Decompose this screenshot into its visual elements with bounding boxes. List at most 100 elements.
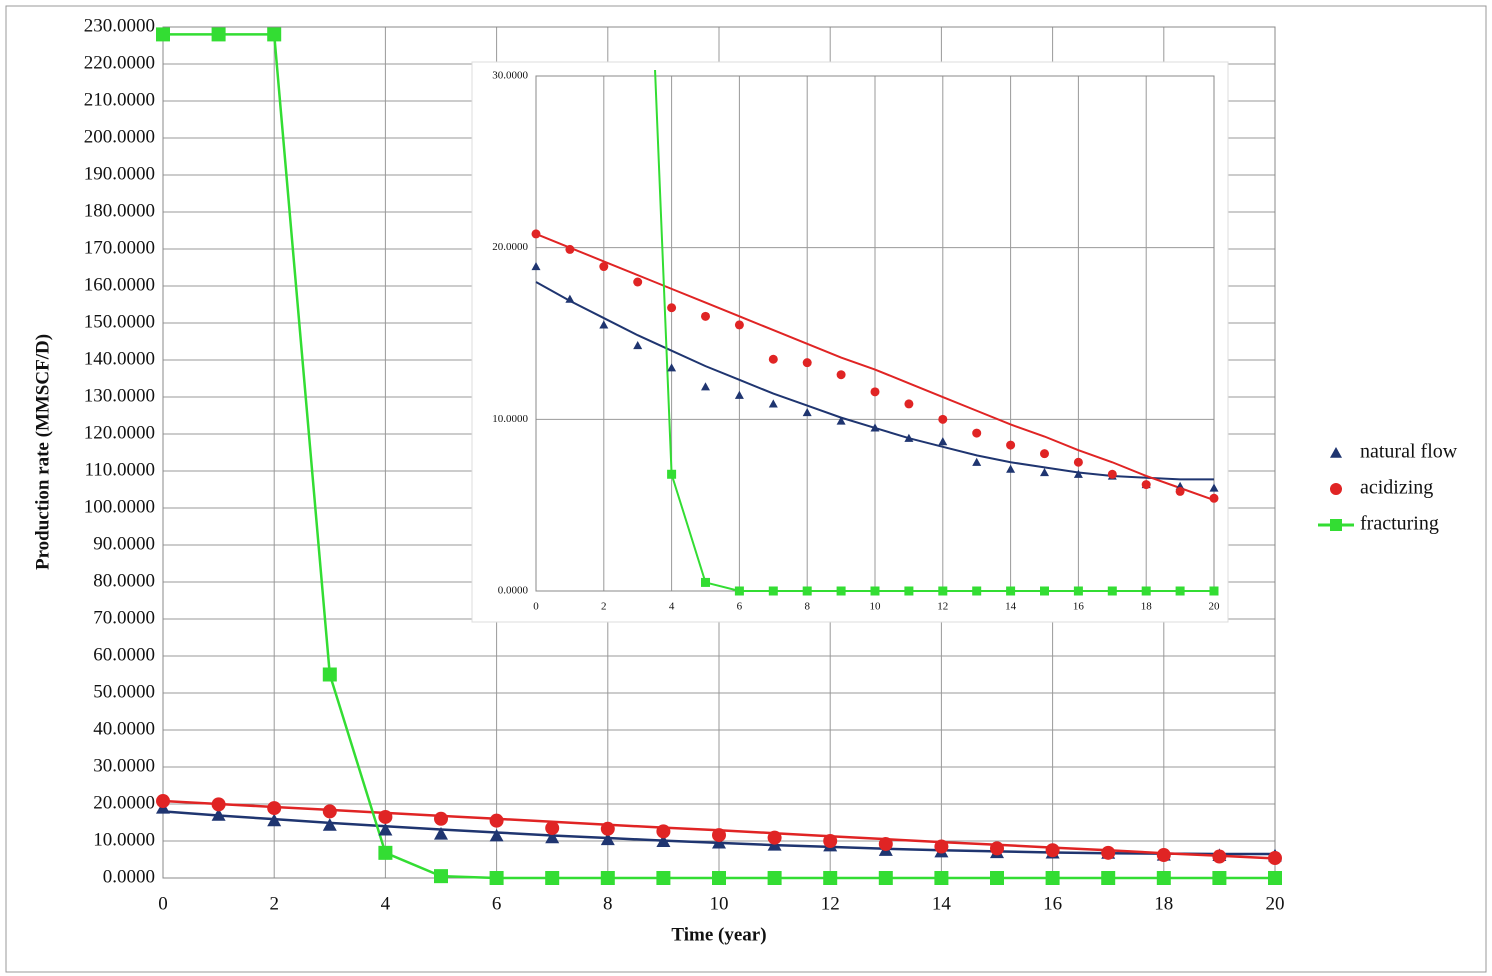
- marker: [667, 303, 676, 312]
- marker: [156, 27, 170, 41]
- y-tick-label: 140.0000: [84, 348, 155, 369]
- x-tick-label: 0: [158, 893, 168, 914]
- marker: [735, 587, 744, 596]
- y-tick-label: 200.0000: [84, 126, 155, 147]
- marker: [904, 399, 913, 408]
- x-tick-label: 10: [710, 893, 729, 914]
- y-tick-label: 0.0000: [498, 585, 529, 597]
- marker: [532, 229, 541, 238]
- marker: [565, 245, 574, 254]
- marker: [1006, 587, 1015, 596]
- inset-background: [472, 62, 1228, 622]
- y-tick-label: 100.0000: [84, 496, 155, 517]
- marker: [490, 814, 504, 828]
- y-tick-label: 10.0000: [492, 413, 528, 425]
- marker: [1108, 470, 1117, 479]
- marker: [599, 262, 608, 271]
- y-tick-label: 220.0000: [84, 52, 155, 73]
- x-tick-label: 16: [1043, 893, 1062, 914]
- x-tick-label: 10: [870, 601, 882, 613]
- marker: [1157, 848, 1171, 862]
- chart: 0.000010.000020.000030.000040.000050.000…: [0, 0, 1492, 976]
- marker: [990, 841, 1004, 855]
- marker: [701, 578, 710, 587]
- page: 0.000010.000020.000030.000040.000050.000…: [0, 0, 1492, 976]
- marker: [1210, 494, 1219, 503]
- y-tick-label: 20.0000: [492, 241, 528, 253]
- marker: [768, 831, 782, 845]
- marker: [1074, 587, 1083, 596]
- marker: [712, 828, 726, 842]
- marker: [1101, 846, 1115, 860]
- marker: [601, 822, 615, 836]
- marker: [212, 797, 226, 811]
- marker: [1157, 871, 1171, 885]
- y-tick-label: 30.0000: [492, 70, 528, 82]
- y-tick-label: 130.0000: [84, 385, 155, 406]
- x-tick-label: 18: [1141, 601, 1153, 613]
- y-tick-label: 120.0000: [84, 422, 155, 443]
- marker: [656, 824, 670, 838]
- x-tick-label: 6: [737, 601, 743, 613]
- marker: [972, 587, 981, 596]
- y-tick-label: 80.0000: [93, 570, 155, 591]
- marker: [938, 587, 947, 596]
- x-tick-label: 12: [937, 601, 948, 613]
- marker: [837, 370, 846, 379]
- marker: [656, 871, 670, 885]
- marker: [1046, 843, 1060, 857]
- y-tick-label: 10.0000: [93, 829, 155, 850]
- marker: [1142, 587, 1151, 596]
- legend-label: natural flow: [1360, 441, 1458, 463]
- marker: [1268, 851, 1282, 865]
- x-tick-label: 16: [1073, 601, 1085, 613]
- y-tick-label: 160.0000: [84, 274, 155, 295]
- y-tick-label: 170.0000: [84, 237, 155, 258]
- marker: [1006, 441, 1015, 450]
- x-tick-label: 6: [492, 893, 502, 914]
- marker: [633, 278, 642, 287]
- x-tick-label: 4: [381, 893, 391, 914]
- marker: [769, 587, 778, 596]
- marker: [938, 415, 947, 424]
- marker: [323, 804, 337, 818]
- y-tick-label: 150.0000: [84, 311, 155, 332]
- x-axis-title: Time (year): [671, 924, 766, 945]
- marker: [490, 871, 504, 885]
- marker: [1330, 519, 1342, 531]
- marker: [871, 587, 880, 596]
- marker: [1212, 850, 1226, 864]
- marker: [1176, 587, 1185, 596]
- marker: [769, 355, 778, 364]
- marker: [434, 812, 448, 826]
- marker: [1108, 587, 1117, 596]
- marker: [823, 871, 837, 885]
- marker: [837, 587, 846, 596]
- x-tick-label: 20: [1209, 601, 1221, 613]
- x-tick-label: 8: [804, 601, 810, 613]
- marker: [735, 320, 744, 329]
- y-tick-label: 50.0000: [93, 681, 155, 702]
- y-tick-label: 90.0000: [93, 533, 155, 554]
- marker: [1142, 480, 1151, 489]
- x-tick-label: 20: [1266, 893, 1285, 914]
- marker: [1074, 458, 1083, 467]
- marker: [823, 834, 837, 848]
- marker: [378, 846, 392, 860]
- marker: [1040, 449, 1049, 458]
- marker: [768, 871, 782, 885]
- marker: [545, 821, 559, 835]
- marker: [378, 810, 392, 824]
- marker: [879, 837, 893, 851]
- marker: [904, 587, 913, 596]
- marker: [803, 358, 812, 367]
- x-tick-label: 0: [533, 601, 539, 613]
- y-tick-label: 230.0000: [84, 15, 155, 36]
- y-tick-label: 190.0000: [84, 163, 155, 184]
- y-axis-title: Production rate (MMSCF/D): [32, 334, 53, 570]
- marker: [212, 27, 226, 41]
- x-tick-label: 2: [269, 893, 279, 914]
- marker: [1046, 871, 1060, 885]
- y-tick-label: 70.0000: [93, 607, 155, 628]
- x-tick-label: 2: [601, 601, 607, 613]
